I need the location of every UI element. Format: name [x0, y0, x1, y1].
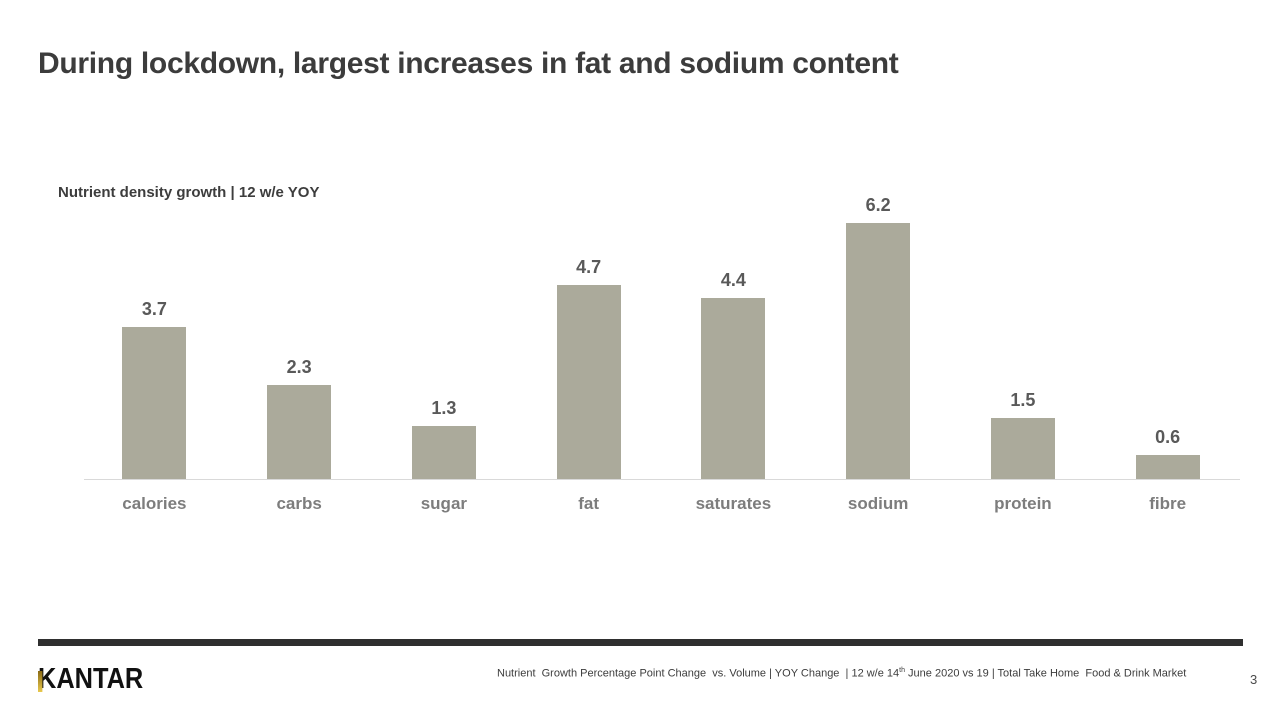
- bar-sugar: [411, 426, 476, 480]
- bar-calories: [122, 327, 187, 480]
- bar-value-label: 4.7: [576, 257, 602, 277]
- bar-group-fat: 4.7: [516, 180, 661, 480]
- category-labels-row: calories carbs sugar fat saturates sodium prot…: [82, 494, 1240, 514]
- bar-carbs: [267, 385, 332, 480]
- category-label-fibre: fibre: [1149, 494, 1187, 513]
- category-label-protein: protein: [994, 494, 1052, 513]
- bar-group-calories: 3.7: [82, 180, 227, 480]
- bar-saturates: [701, 298, 766, 480]
- bar-sodium: [846, 223, 911, 480]
- footer-source-note: Nutrient Growth Percentage Point Change …: [497, 667, 1187, 680]
- bar-fibre: [1135, 455, 1200, 480]
- kantar-logo-text: KANTAR: [38, 663, 144, 695]
- bar-value-label: 1.5: [1010, 390, 1036, 410]
- bar-value-label: 4.4: [720, 270, 746, 290]
- bar-value-label: 1.3: [431, 398, 457, 418]
- bar-value-label: 6.2: [865, 195, 891, 215]
- bar-group-sugar: 1.3: [372, 180, 517, 480]
- logo-gold-stem-icon: [38, 671, 43, 692]
- category-label-fat: fat: [578, 494, 600, 513]
- x-axis-line: [84, 479, 1240, 480]
- bar-value-label: 0.6: [1155, 427, 1181, 447]
- category-label-sugar: sugar: [420, 494, 468, 513]
- footer-divider: [38, 639, 1243, 646]
- page-title: During lockdown, largest increases in fa…: [38, 47, 899, 80]
- bar-chart: 3.7 2.3 1.3 4.7 4.4 6.2 1.5 0.6: [82, 180, 1240, 480]
- bar-value-label: 3.7: [141, 299, 167, 319]
- page-number: 3: [1250, 672, 1258, 687]
- bar-protein: [990, 418, 1055, 480]
- bar-value-label: 2.3: [286, 357, 312, 377]
- bar-group-protein: 1.5: [951, 180, 1096, 480]
- chart-title: Nutrient density growth | 12 w/e YOY: [58, 184, 320, 201]
- bar-fat: [556, 285, 621, 480]
- category-label-calories: calories: [122, 494, 187, 513]
- bar-group-fibre: 0.6: [1095, 180, 1240, 480]
- bar-group-sodium: 6.2: [806, 180, 951, 480]
- category-label-sodium: sodium: [847, 494, 909, 513]
- bar-group-carbs: 2.3: [227, 180, 372, 480]
- category-label-saturates: saturates: [695, 494, 772, 513]
- bar-group-saturates: 4.4: [661, 180, 806, 480]
- category-label-carbs: carbs: [276, 494, 322, 513]
- kantar-logo: KANTAR: [38, 665, 158, 694]
